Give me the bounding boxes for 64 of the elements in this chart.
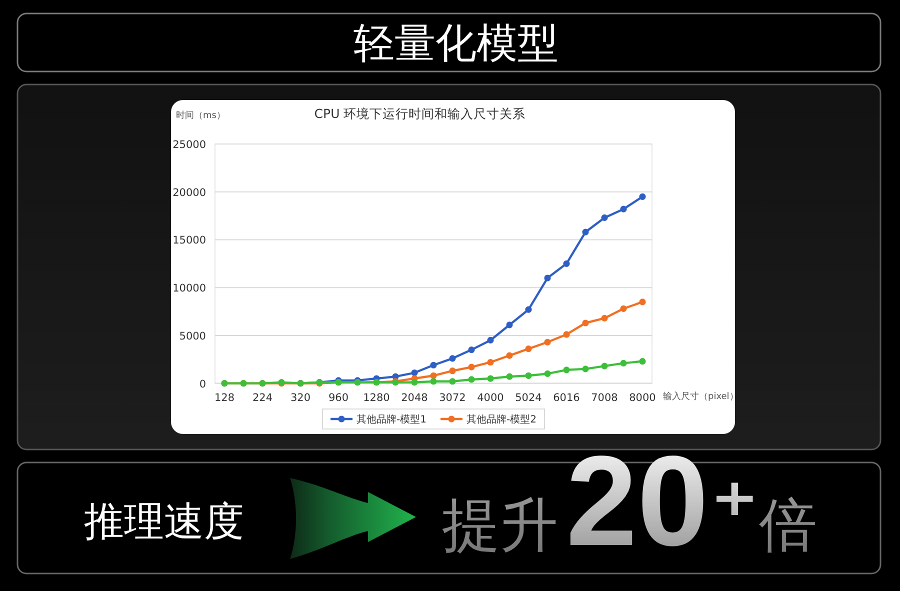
text: 轻量化模型 bbox=[354, 19, 558, 67]
x-axis-title: 输入尺寸（pixel） bbox=[663, 391, 738, 402]
point bbox=[639, 193, 646, 200]
x-tick-label: 128 bbox=[214, 392, 235, 404]
x-tick-label: 3072 bbox=[439, 392, 466, 404]
point bbox=[563, 331, 570, 338]
point bbox=[430, 372, 437, 379]
point bbox=[468, 346, 475, 354]
chart-title: CPU 环境下运行时间和输入尺寸关系 bbox=[314, 106, 526, 121]
point bbox=[468, 364, 475, 370]
x-tick-label: 8000 bbox=[629, 392, 656, 404]
point bbox=[506, 322, 513, 328]
y-tick-label: 0 bbox=[199, 378, 206, 390]
point bbox=[430, 378, 437, 385]
point bbox=[582, 366, 589, 372]
x-tick-label: 7008 bbox=[591, 392, 618, 404]
point bbox=[544, 370, 551, 378]
point bbox=[601, 314, 608, 322]
point bbox=[601, 214, 608, 222]
point bbox=[639, 298, 646, 306]
legend-label: 其他品牌-模型1 bbox=[356, 414, 426, 426]
x-tick-label: 960 bbox=[328, 392, 349, 404]
point bbox=[544, 338, 551, 346]
x-tick-label: 224 bbox=[252, 392, 273, 404]
x-tick-label: 4000 bbox=[477, 392, 504, 404]
y-tick-label: 10000 bbox=[172, 282, 206, 295]
y-tick-label: 20000 bbox=[172, 186, 206, 199]
point bbox=[449, 378, 456, 385]
point bbox=[563, 260, 570, 267]
point bbox=[582, 320, 589, 326]
x-tick-label: 320 bbox=[290, 392, 311, 404]
point bbox=[506, 352, 513, 359]
point bbox=[563, 366, 570, 374]
x-tick-label: 6016 bbox=[553, 392, 580, 404]
point bbox=[525, 306, 532, 313]
point bbox=[487, 336, 494, 344]
y-tick-label: 5000 bbox=[179, 330, 206, 342]
point bbox=[430, 362, 437, 368]
point bbox=[582, 228, 589, 236]
x-tick-label: 5024 bbox=[515, 392, 542, 404]
text: 推理速度 bbox=[84, 499, 244, 545]
point bbox=[411, 379, 418, 386]
y-tick-label: 15000 bbox=[172, 234, 206, 247]
legend-label: 其他品牌-模型2 bbox=[466, 414, 536, 426]
point bbox=[487, 375, 494, 382]
y-axis-title: 时间（ms） bbox=[176, 110, 226, 121]
text: 提升20⁺倍 bbox=[442, 430, 817, 573]
point bbox=[411, 369, 418, 376]
point bbox=[620, 206, 627, 212]
x-tick-label: 2048 bbox=[401, 392, 428, 404]
point bbox=[544, 274, 551, 282]
point bbox=[506, 373, 513, 380]
x-tick-label: 1280 bbox=[363, 392, 390, 404]
point bbox=[487, 358, 494, 366]
point bbox=[449, 368, 456, 374]
point bbox=[620, 305, 627, 312]
point bbox=[525, 346, 532, 352]
point bbox=[601, 362, 608, 370]
point bbox=[620, 360, 627, 366]
point bbox=[525, 372, 532, 379]
point bbox=[468, 376, 475, 383]
point bbox=[639, 358, 646, 365]
point bbox=[449, 355, 456, 362]
y-tick-label: 25000 bbox=[172, 139, 206, 151]
